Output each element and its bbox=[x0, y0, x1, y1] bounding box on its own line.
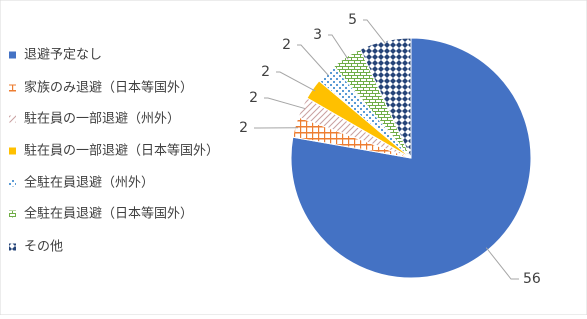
legend-swatch bbox=[9, 211, 16, 218]
legend-swatch bbox=[9, 116, 16, 123]
data-label: 2 bbox=[249, 90, 258, 106]
legend-label: 退避予定なし bbox=[24, 48, 102, 63]
legend-label: 駐在員の一部退避（州外） bbox=[24, 112, 180, 127]
legend-swatch bbox=[9, 148, 16, 155]
legend-swatch bbox=[9, 180, 16, 187]
legend-swatch bbox=[9, 52, 16, 59]
data-label: 2 bbox=[282, 37, 291, 53]
legend-swatch bbox=[9, 85, 16, 92]
data-label: 2 bbox=[239, 120, 248, 136]
legend-label: 駐在員の一部退避（日本等国外） bbox=[24, 143, 219, 159]
data-label: 5 bbox=[348, 12, 357, 28]
legend-label: その他 bbox=[24, 240, 63, 255]
legend-label: 家族のみ退避（日本等国外） bbox=[24, 80, 193, 96]
legend-label: 全駐在員退避（日本等国外） bbox=[24, 206, 193, 222]
legend-label: 全駐在員退避（州外） bbox=[24, 175, 154, 191]
data-label: 56 bbox=[523, 271, 541, 287]
data-label: 2 bbox=[261, 64, 270, 80]
legend-swatch bbox=[9, 244, 16, 251]
data-label: 3 bbox=[313, 27, 322, 43]
